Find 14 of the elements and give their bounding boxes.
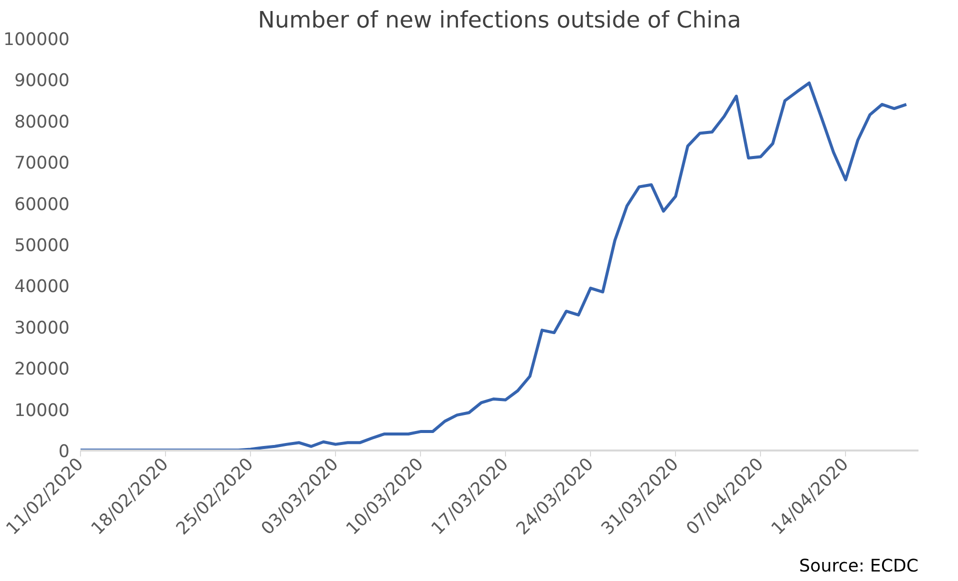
- y-tick-label: 30000: [14, 318, 70, 338]
- y-tick-label: 0: [58, 442, 70, 462]
- y-tick-label: 90000: [14, 71, 70, 92]
- chart-title: Number of new infections outside of China: [258, 8, 742, 34]
- y-tick-label: 50000: [14, 236, 70, 256]
- line-series: [80, 81, 908, 450]
- y-tick-label: 20000: [14, 360, 70, 380]
- y-tick-label: 10000: [14, 400, 70, 421]
- y-tick-label: 60000: [14, 194, 70, 215]
- y-tick-label: 40000: [14, 277, 70, 298]
- source-note: Source: ECDC: [799, 556, 919, 576]
- y-tick-label: 80000: [14, 112, 70, 132]
- y-tick-label: 100000: [3, 30, 70, 50]
- y-tick-label: 70000: [14, 154, 70, 174]
